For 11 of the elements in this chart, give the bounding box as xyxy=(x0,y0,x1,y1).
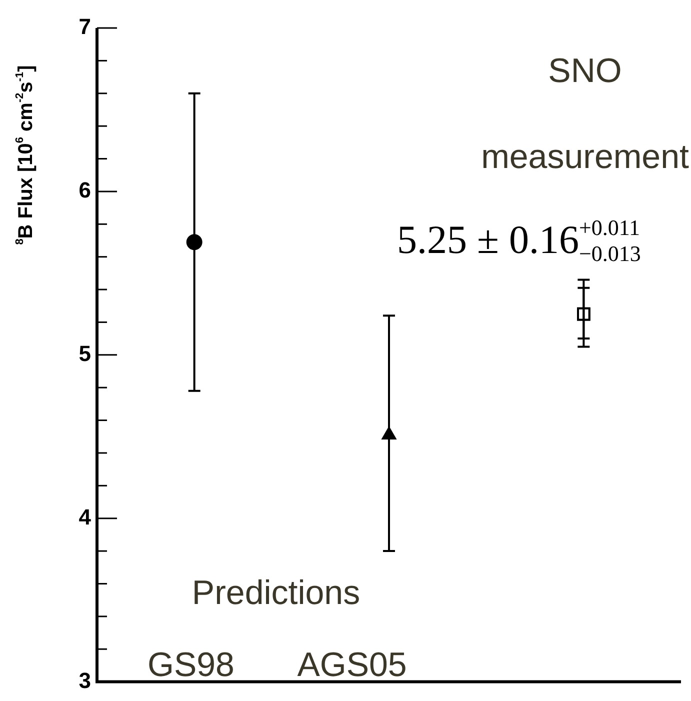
y-tick-label: 5 xyxy=(78,340,91,366)
annotation: Predictions xyxy=(192,574,360,612)
annotation: measurement xyxy=(481,138,690,176)
y-tick-label: 6 xyxy=(78,178,91,203)
y-tick-label: 3 xyxy=(78,668,91,693)
annotation: GS98 xyxy=(148,646,234,684)
y-tick-label: 7 xyxy=(78,14,91,40)
annotation: SNO xyxy=(548,52,622,90)
y-axis-title: 8B Flux [106 cm-2s-1] xyxy=(14,65,37,245)
y-tick-label: 4 xyxy=(78,504,92,530)
annotation: AGS05 xyxy=(297,646,407,684)
